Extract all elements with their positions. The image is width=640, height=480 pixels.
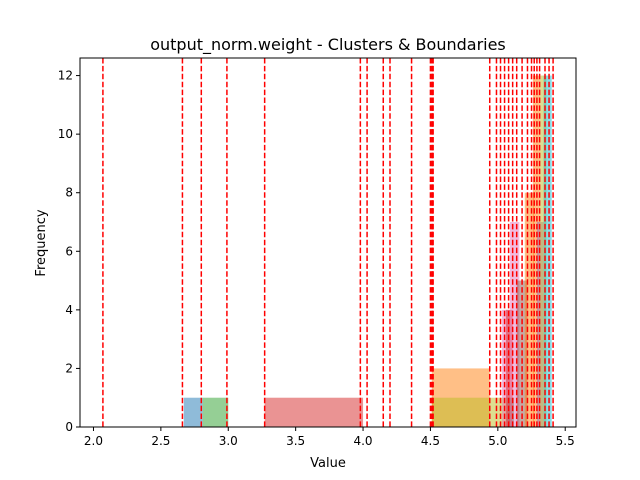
histogram-bars: [183, 75, 552, 428]
x-tick-label: 3.5: [286, 434, 305, 448]
y-axis-label: Frequency: [34, 209, 49, 276]
y-tick-label: 6: [65, 244, 73, 258]
y-tick-label: 4: [65, 303, 73, 317]
x-axis-label: Value: [310, 456, 346, 471]
y-tick-label: 0: [65, 420, 73, 434]
x-tick-label: 4.0: [353, 434, 372, 448]
x-tick-label: 5.5: [556, 434, 575, 448]
chart-title: output_norm.weight - Clusters & Boundari…: [150, 35, 506, 55]
x-tick-label: 5.0: [488, 434, 507, 448]
histogram-bar: [509, 222, 520, 427]
y-tick-label: 2: [65, 361, 73, 375]
y-tick-label: 10: [58, 127, 73, 141]
x-axis-ticks: 2.0 2.5 3.0 3.5 4.0 4.5 5.0 5.5: [84, 427, 575, 448]
histogram-bar: [543, 75, 552, 428]
y-tick-label: 8: [65, 186, 73, 200]
y-axis-ticks: 0 2 4 6 8 10 12: [58, 69, 80, 434]
histogram-bar: [431, 397, 490, 427]
cluster-boundaries: [102, 58, 554, 427]
histogram-bar: [183, 397, 203, 427]
histogram-bar: [202, 397, 229, 427]
plot-area-frame: [79, 57, 577, 428]
histogram-bar: [501, 309, 510, 427]
histogram-bar: [539, 75, 547, 428]
x-tick-label: 2.5: [151, 434, 170, 448]
x-tick-label: 3.0: [219, 434, 238, 448]
histogram-bar: [524, 192, 535, 427]
y-tick-label: 12: [58, 69, 73, 83]
x-tick-label: 2.0: [84, 434, 103, 448]
histogram-bar: [264, 397, 364, 427]
x-tick-label: 4.5: [421, 434, 440, 448]
